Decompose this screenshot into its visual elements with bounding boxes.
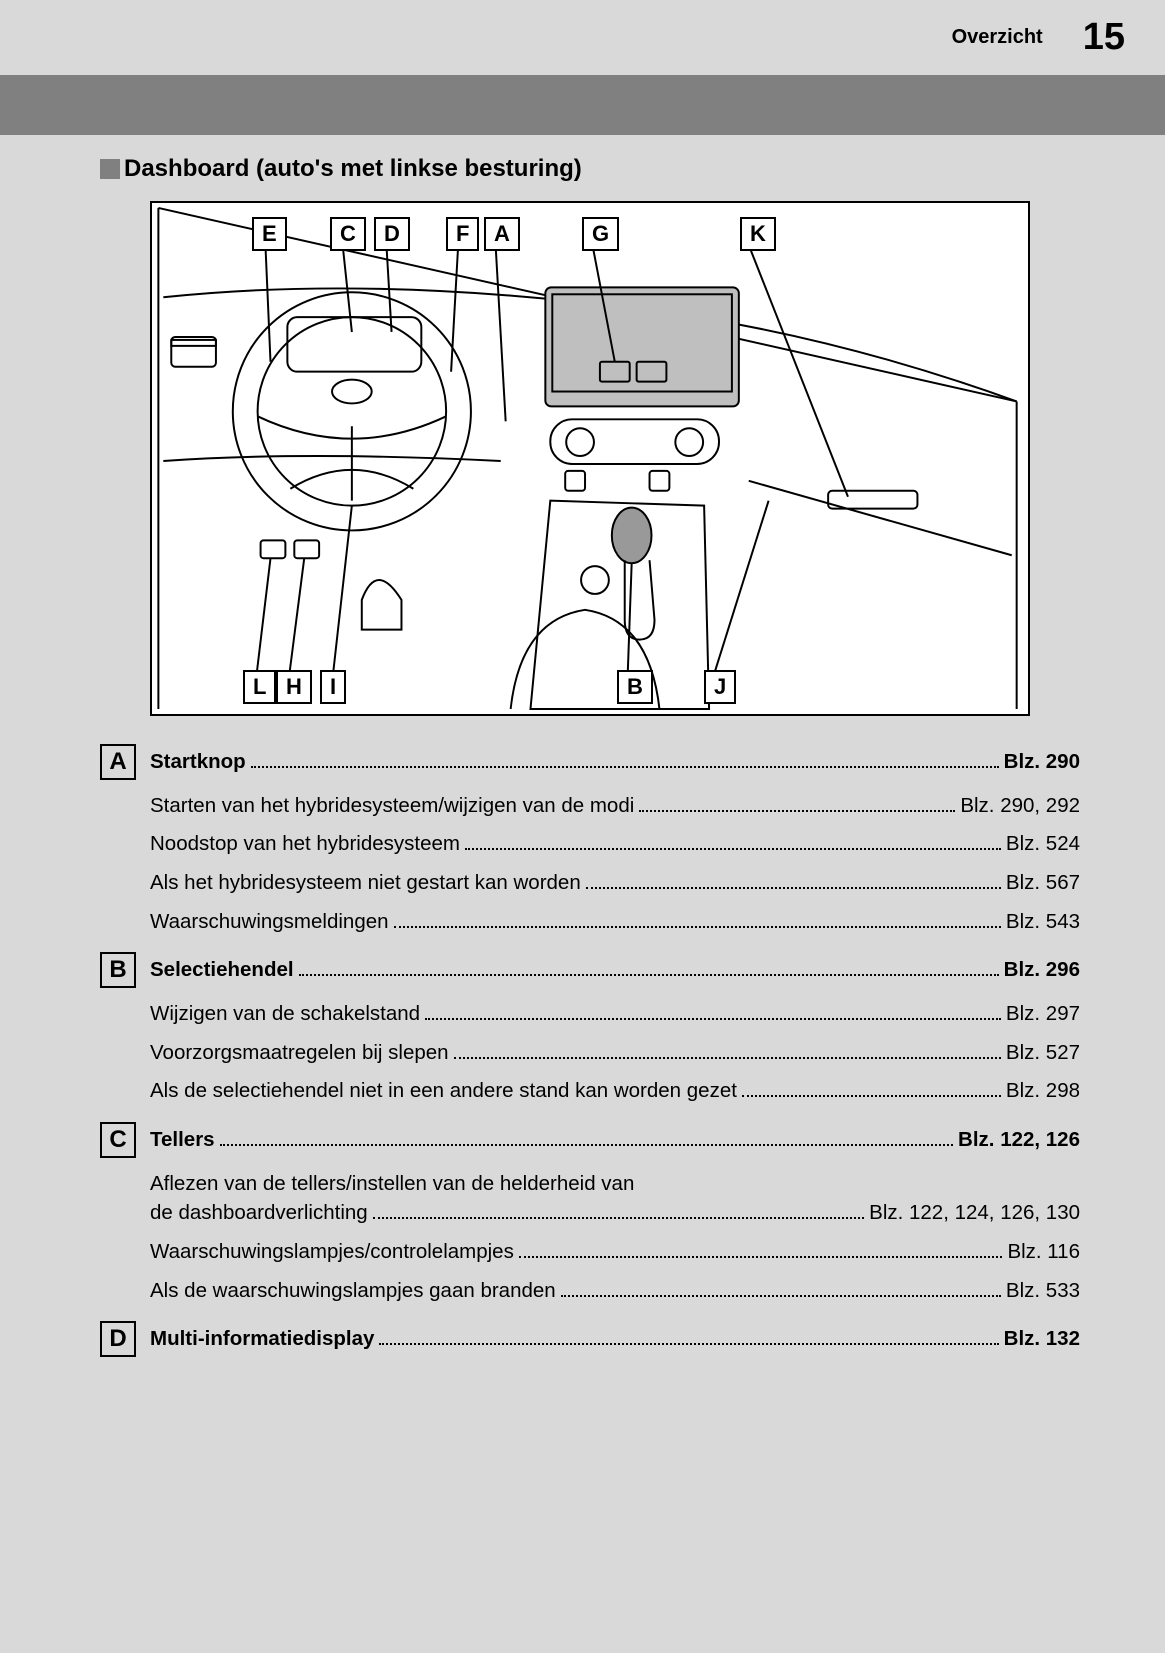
callout-H: H	[276, 670, 312, 704]
sub-label: de dashboardverlichting	[150, 1199, 368, 1227]
letter-box-B: B	[100, 952, 136, 988]
leader-dots	[251, 766, 999, 768]
sub-label: Waarschuwingslampjes/controlelampjes	[150, 1238, 514, 1266]
entry-sub: Als de waarschuwingslampjes gaan branden…	[150, 1277, 1080, 1305]
entry-D: D Multi-informatiedisplay Blz. 132	[100, 1321, 1080, 1369]
entry-B: B Selectiehendel Blz. 296 Wijzigen van de s…	[100, 952, 1080, 1116]
entry-content: Multi-informatiedisplay Blz. 132	[150, 1321, 1080, 1369]
leader-dots	[373, 1217, 864, 1219]
sub-label: Wijzigen van de schakelstand	[150, 1000, 420, 1028]
sub-page: Blz. 298	[1006, 1077, 1080, 1105]
callout-F: F	[446, 217, 479, 251]
leader-dots	[561, 1295, 1001, 1297]
entry-sub: Aflezen van de tellers/instellen van de …	[150, 1170, 1080, 1198]
head-label: Startknop	[150, 748, 246, 776]
callout-A: A	[484, 217, 520, 251]
sub-label: Als de selectiehendel niet in een andere…	[150, 1077, 737, 1105]
sub-label: Waarschuwingsmeldingen	[150, 908, 389, 936]
head-page: Blz. 296	[1004, 956, 1080, 984]
sub-page: Blz. 116	[1007, 1238, 1080, 1266]
callout-G: G	[582, 217, 619, 251]
sub-label: Noodstop van het hybridesysteem	[150, 830, 460, 858]
sub-label: Starten van het hybridesysteem/wijzigen …	[150, 792, 634, 820]
letter-box-D: D	[100, 1321, 136, 1357]
callout-I: I	[320, 670, 346, 704]
sub-label: Als de waarschuwingslampjes gaan branden	[150, 1277, 556, 1305]
section-title: Dashboard (auto's met linkse besturing)	[100, 155, 1080, 183]
sub-page: Blz. 543	[1006, 908, 1080, 936]
head-label: Multi-informatiedisplay	[150, 1325, 374, 1353]
entry-sub: Als de selectiehendel niet in een andere…	[150, 1077, 1080, 1105]
section-name: Overzicht	[952, 26, 1043, 49]
entry-A: A Startknop Blz. 290 Starten van het hybrid…	[100, 744, 1080, 946]
sub-page: Blz. 297	[1006, 1000, 1080, 1028]
callout-L: L	[243, 670, 276, 704]
letter-box-A: A	[100, 744, 136, 780]
leader-dots	[379, 1343, 998, 1345]
sub-page: Blz. 524	[1006, 830, 1080, 858]
dashboard-diagram: E CD FA G K LHI B J	[150, 201, 1030, 716]
entry-sub: de dashboardverlichting Blz. 122, 124, 12…	[150, 1199, 1080, 1227]
entry-sub: Wijzigen van de schakelstand Blz. 297	[150, 1000, 1080, 1028]
head-page: Blz. 122, 126	[958, 1126, 1080, 1154]
head-label: Tellers	[150, 1126, 215, 1154]
dashboard-illustration	[152, 203, 1028, 714]
callout-D: D	[374, 217, 410, 251]
dark-band	[0, 75, 1165, 135]
content-area: Dashboard (auto's met linkse besturing)	[0, 135, 1165, 1369]
entry-content: Selectiehendel Blz. 296 Wijzigen van de sc…	[150, 952, 1080, 1116]
index-entries: A Startknop Blz. 290 Starten van het hybrid…	[100, 744, 1080, 1369]
leader-dots	[639, 810, 955, 812]
head-page: Blz. 290	[1004, 748, 1080, 776]
sub-page: Blz. 533	[1006, 1277, 1080, 1305]
leader-dots	[519, 1256, 1003, 1258]
entry-content: Startknop Blz. 290 Starten van het hybride…	[150, 744, 1080, 946]
head-page: Blz. 132	[1004, 1325, 1080, 1353]
page-header: Overzicht 15	[0, 0, 1165, 75]
entry-content: Tellers Blz. 122, 126 Aflezen van de telle…	[150, 1122, 1080, 1315]
sub-label: Als het hybridesysteem niet gestart kan …	[150, 869, 581, 897]
leader-dots	[465, 848, 1001, 850]
leader-dots	[454, 1057, 1001, 1059]
leader-dots	[394, 926, 1001, 928]
entry-sub: Waarschuwingslampjes/controlelampjes Blz.…	[150, 1238, 1080, 1266]
leader-dots	[299, 974, 999, 976]
entry-head: Startknop Blz. 290	[150, 748, 1080, 776]
callout-C: C	[330, 217, 366, 251]
entry-head: Multi-informatiedisplay Blz. 132	[150, 1325, 1080, 1353]
entry-head: Selectiehendel Blz. 296	[150, 956, 1080, 984]
sub-label: Aflezen van de tellers/instellen van de …	[150, 1170, 634, 1198]
callout-B: B	[617, 670, 653, 704]
entry-sub: Noodstop van het hybridesysteem Blz. 524	[150, 830, 1080, 858]
section-title-text: Dashboard (auto's met linkse besturing)	[124, 155, 582, 183]
callout-K: K	[740, 217, 776, 251]
sub-page: Blz. 567	[1006, 869, 1080, 897]
entry-sub: Waarschuwingsmeldingen Blz. 543	[150, 908, 1080, 936]
callout-E: E	[252, 217, 287, 251]
head-label: Selectiehendel	[150, 956, 294, 984]
leader-dots	[220, 1144, 953, 1146]
entry-head: Tellers Blz. 122, 126	[150, 1126, 1080, 1154]
sub-page: Blz. 122, 124, 126, 130	[869, 1199, 1080, 1227]
letter-box-C: C	[100, 1122, 136, 1158]
leader-dots	[425, 1018, 1001, 1020]
sub-page: Blz. 290, 292	[960, 792, 1080, 820]
entry-sub: Voorzorgsmaatregelen bij slepen Blz. 527	[150, 1039, 1080, 1067]
page-number: 15	[1083, 16, 1125, 59]
leader-dots	[586, 887, 1001, 889]
leader-dots	[742, 1095, 1001, 1097]
sub-page: Blz. 527	[1006, 1039, 1080, 1067]
entry-C: C Tellers Blz. 122, 126 Aflezen van de tell…	[100, 1122, 1080, 1315]
sub-label: Voorzorgsmaatregelen bij slepen	[150, 1039, 449, 1067]
entry-sub: Als het hybridesysteem niet gestart kan …	[150, 869, 1080, 897]
entry-sub: Starten van het hybridesysteem/wijzigen …	[150, 792, 1080, 820]
callout-J: J	[704, 670, 736, 704]
